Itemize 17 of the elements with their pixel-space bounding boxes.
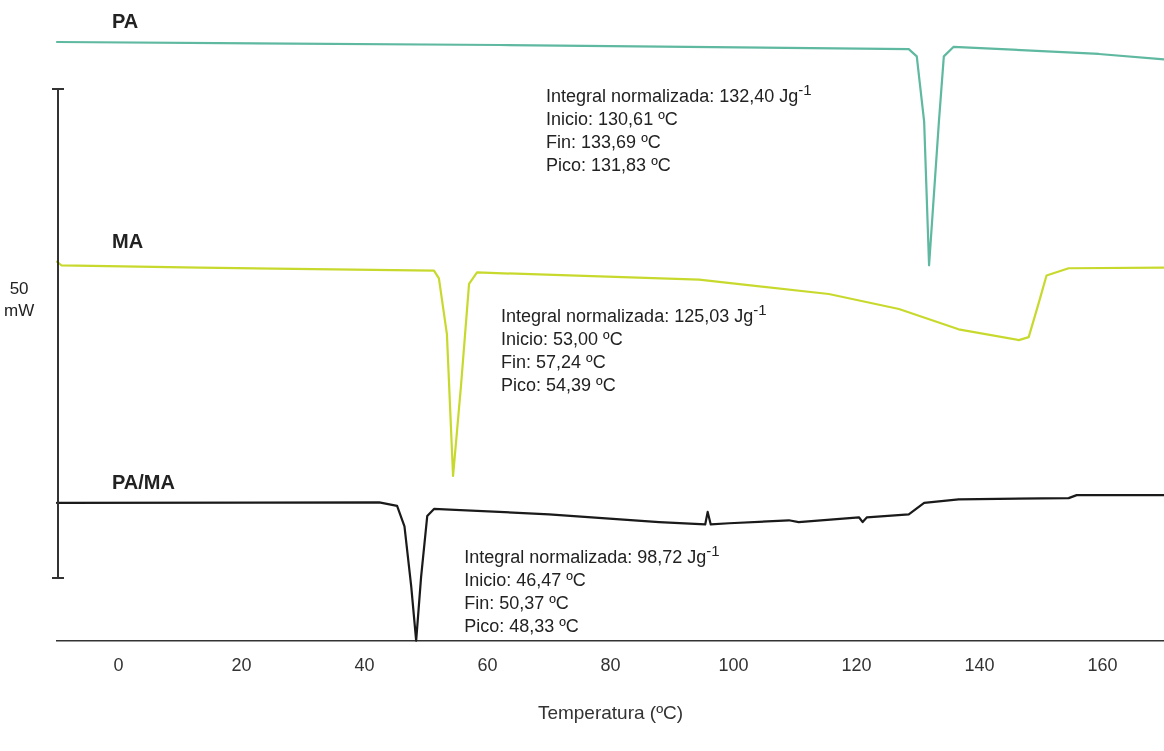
x-tick-label: 120: [841, 655, 872, 676]
x-tick-label: 20: [231, 655, 252, 676]
y-axis-title: 50 mW: [4, 278, 35, 322]
x-tick-label: 60: [477, 655, 498, 676]
series-label: PA/MA: [112, 470, 175, 493]
x-tick-label: 160: [1087, 655, 1118, 676]
x-tick-label: 80: [600, 655, 621, 676]
x-tick-label: 140: [964, 655, 995, 676]
x-tick-label: 100: [718, 655, 749, 676]
x-tick-label: 0: [113, 655, 124, 676]
text: Integral normalizada: 125,03 Jg$^{-1}$ Inicio: 53,00 ºC Fin: 57,24 ºC Pico: 54,39 ºC: [501, 300, 767, 395]
x-tick-label: 40: [354, 655, 375, 676]
series-label: MA: [112, 229, 144, 252]
x-axis-title: Temperatura (ºC): [537, 701, 684, 723]
text: Integral normalizada: 98,72 Jg$^{-1}$ Inicio: 46,47 ºC Fin: 50,37 ºC Pico: 48,33 ºC: [464, 541, 720, 636]
series-label: PA: [112, 10, 139, 32]
text: Integral normalizada: 132,40 Jg$^{-1}$ Inicio: 130,61 ºC Fin: 133,69 ºC Pico: 131,83 ºC: [546, 81, 812, 175]
